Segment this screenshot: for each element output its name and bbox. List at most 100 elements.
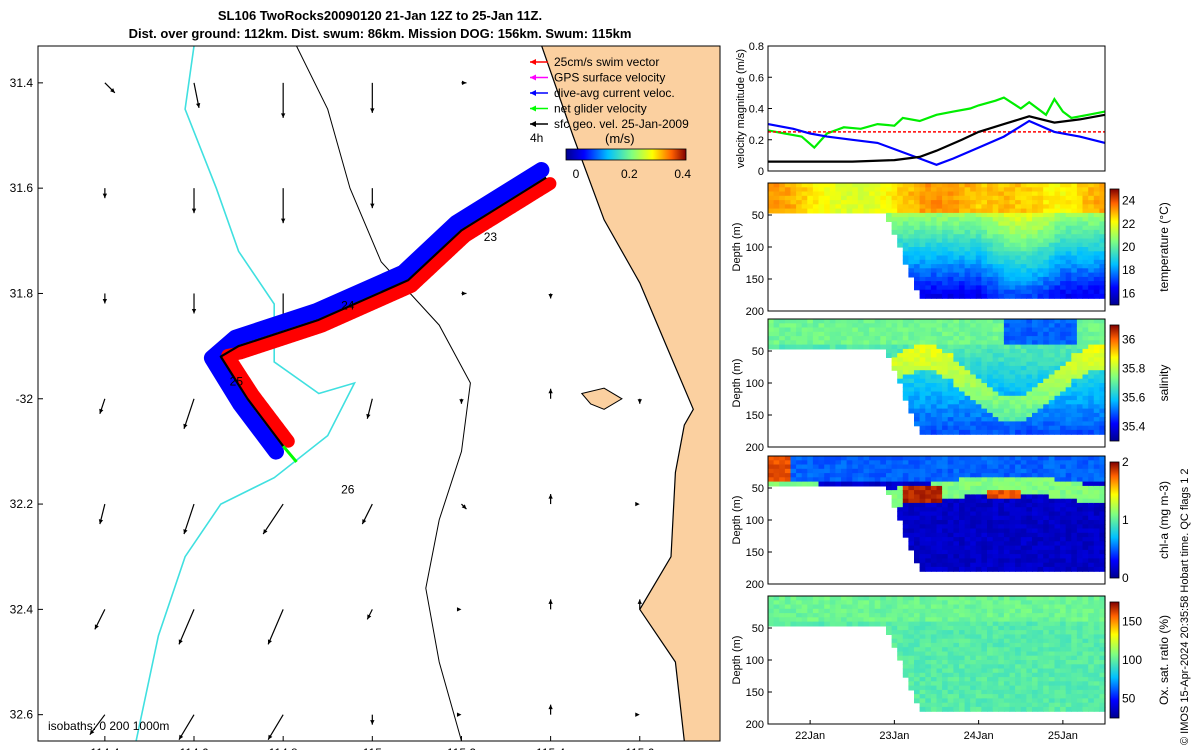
heatmap-cell: [846, 613, 853, 618]
heatmap-cell: [1099, 293, 1106, 299]
heatmap-cell: [869, 481, 876, 487]
heatmap-cell: [852, 183, 859, 188]
heatmap-cell: [1003, 319, 1011, 324]
heatmap-cell: [975, 331, 982, 337]
heatmap-cell: [908, 468, 915, 474]
heatmap-cell: [1065, 464, 1072, 470]
heatmap-cell: [824, 204, 831, 210]
current-arrow-head: [183, 423, 188, 429]
heatmap-cell: [947, 647, 954, 653]
heatmap-cell: [880, 608, 887, 614]
heatmap-cell: [1009, 464, 1016, 470]
heatmap-cell: [841, 344, 848, 350]
heatmap-cell: [1015, 528, 1022, 534]
colorbar-tick-label: 24: [1122, 194, 1136, 208]
heatmap-cell: [959, 464, 966, 470]
heatmap-cell: [1076, 187, 1084, 193]
velocity-series-line: [767, 119, 1106, 166]
heatmap-cell: [1060, 608, 1067, 614]
heatmap-cell: [1065, 621, 1072, 627]
heatmap-cell: [959, 247, 966, 252]
glider-track: [219, 176, 547, 447]
heatmap-cell: [942, 685, 949, 691]
heatmap-cell: [1043, 200, 1050, 205]
heatmap-cell: [1071, 638, 1078, 644]
heatmap-cell: [1099, 425, 1106, 431]
heatmap-cell: [947, 549, 954, 555]
heatmap-cell: [1037, 365, 1044, 371]
heatmap-cell: [841, 604, 848, 610]
heatmap-cell: [942, 247, 949, 252]
heatmap-cell: [964, 681, 971, 687]
heatmap-cell: [919, 412, 926, 418]
heatmap-cell: [812, 617, 820, 623]
heatmap-cell: [812, 344, 820, 350]
heatmap-cell: [1020, 323, 1027, 329]
heatmap-cell: [1026, 621, 1033, 627]
heatmap-cell: [987, 494, 994, 500]
heatmap-cell: [1099, 660, 1106, 665]
heatmap-cell: [784, 608, 792, 614]
heatmap-cell: [981, 672, 988, 678]
heatmap-cell: [768, 183, 775, 188]
heatmap-cell: [1037, 229, 1044, 235]
heatmap-cell: [818, 336, 825, 341]
heatmap-cell: [942, 502, 949, 508]
heatmap-cell: [942, 281, 949, 286]
heatmap-cell: [1082, 668, 1089, 674]
heatmap-cell: [987, 464, 994, 470]
heatmap-cell: [841, 200, 848, 205]
heatmap-cell: [1037, 187, 1044, 193]
heatmap-cell: [1099, 464, 1106, 470]
heatmap-cell: [919, 660, 926, 665]
heatmap-cell: [942, 566, 949, 572]
heatmap-cell: [897, 617, 904, 623]
heatmap-cell: [1076, 689, 1084, 695]
heatmap-cell: [796, 187, 803, 193]
heatmap-cell: [942, 515, 949, 521]
heatmap-cell: [919, 634, 926, 640]
heatmap-cell: [790, 344, 797, 350]
heatmap-cell: [981, 660, 988, 665]
heatmap-cell: [1088, 421, 1095, 427]
heatmap-cell: [1048, 365, 1055, 371]
heatmap-cell: [1060, 412, 1067, 418]
heatmap-cell: [841, 331, 848, 337]
heatmap-cell: [1082, 460, 1089, 466]
heatmap-cell: [987, 677, 994, 682]
heatmap-cell: [964, 264, 971, 269]
heatmap-cell: [1093, 498, 1100, 504]
heatmap-cell: [942, 331, 949, 337]
heatmap-cell: [930, 660, 938, 665]
heatmap-cell: [1071, 268, 1078, 274]
heatmap-cell: [1065, 336, 1072, 341]
heatmap-cell: [914, 532, 921, 538]
heatmap-cell: [1003, 468, 1011, 474]
heatmap-cell: [925, 400, 932, 405]
heatmap-cell: [964, 327, 971, 333]
heatmap-cell: [1054, 473, 1061, 478]
heatmap-cell: [1088, 195, 1095, 201]
heatmap-cell: [970, 545, 977, 551]
heatmap-cell: [1088, 365, 1095, 371]
heatmap-cell: [936, 417, 943, 422]
heatmap-cell: [807, 195, 814, 201]
heatmap-cell: [908, 608, 915, 614]
heatmap-cell: [936, 208, 943, 214]
heatmap-cell: [1037, 638, 1044, 644]
heatmap-cell: [914, 247, 921, 252]
heatmap-cell: [1026, 365, 1033, 371]
heatmap-cell: [1048, 200, 1055, 205]
heatmap-cell: [1076, 541, 1084, 547]
heatmap-cell: [987, 404, 994, 410]
heatmap-cell: [992, 255, 999, 261]
heatmap-cell: [930, 323, 938, 329]
coastline: [541, 46, 694, 741]
heatmap-cell: [908, 520, 915, 525]
heatmap-cell: [1009, 242, 1016, 248]
heatmap-cell: [1003, 242, 1011, 248]
heatmap-cell: [902, 204, 909, 210]
heatmap-cell: [908, 247, 915, 252]
heatmap-cell: [908, 460, 915, 466]
heatmap-cell: [1020, 604, 1027, 610]
